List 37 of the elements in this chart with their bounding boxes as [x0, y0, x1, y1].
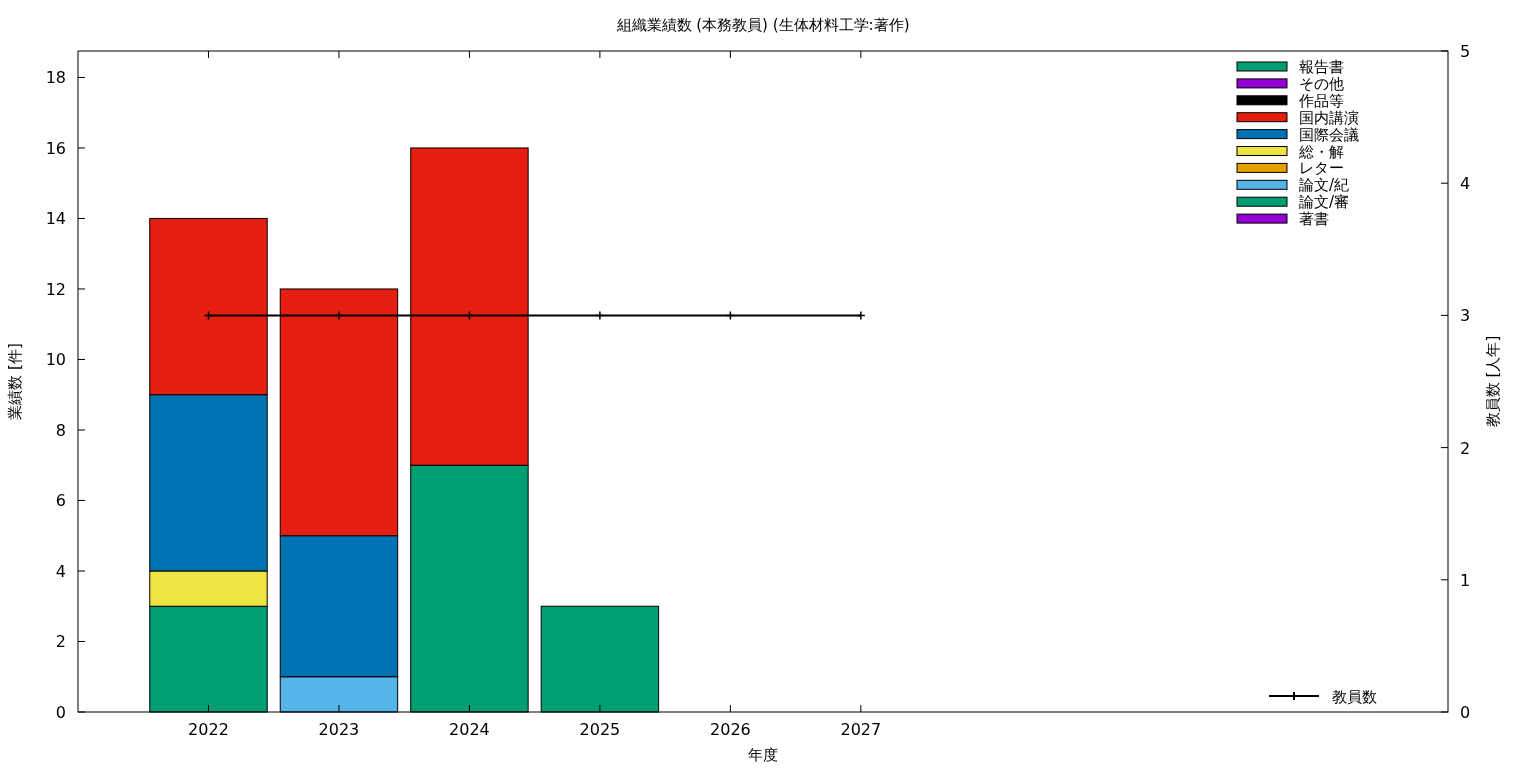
x-tick-label: 2024: [449, 720, 490, 739]
y2-tick-label: 3: [1460, 306, 1471, 326]
legend-label: その他: [1299, 74, 1344, 93]
y-tick-label: 4: [55, 561, 66, 581]
x-tick-label: 2027: [840, 720, 882, 739]
legend-label: 教員数: [1332, 688, 1377, 706]
legend-label: 総・解: [1298, 142, 1344, 161]
y-tick-label: 6: [55, 491, 66, 511]
legend-label: 国際会議: [1299, 125, 1359, 144]
y-tick-label: 12: [45, 279, 66, 299]
x-tick-label: 2022: [188, 720, 229, 739]
y2-tick-label: 5: [1460, 42, 1471, 61]
legend-label: レター: [1299, 159, 1344, 178]
y-tick-label: 16: [45, 138, 66, 158]
x-tick-label: 2023: [318, 720, 360, 739]
y2-tick-label: 0: [1460, 703, 1471, 722]
y-tick-label: 8: [55, 420, 66, 440]
y2-tick-label: 1: [1460, 570, 1471, 590]
y2-axis-title: 教員数 [人年]: [1484, 335, 1502, 428]
y-axis-title: 業績数 [件]: [6, 343, 24, 420]
legend-label: 論文/審: [1299, 193, 1350, 212]
chart-title: 組織業績数 (本務教員) (生体材料工学:著作): [615, 16, 910, 34]
legend-label: 著書: [1299, 210, 1329, 229]
legend-label: 作品等: [1298, 91, 1344, 110]
y-tick-label: 2: [55, 632, 66, 652]
y-tick-label: 10: [45, 350, 66, 370]
x-tick-label: 2025: [579, 720, 621, 739]
y2-tick-label: 2: [1460, 438, 1471, 458]
y2-tick-label: 4: [1460, 174, 1471, 194]
x-tick-label: 2026: [710, 720, 751, 739]
y-tick-label: 14: [45, 209, 66, 229]
legend-label: 報告書: [1299, 58, 1344, 76]
y-tick-label: 18: [45, 68, 66, 88]
legend-label: 国内講演: [1299, 108, 1359, 127]
x-axis-title: 年度: [748, 746, 778, 764]
legend-label: 論文/紀: [1299, 176, 1350, 195]
y-tick-label: 0: [55, 703, 66, 722]
